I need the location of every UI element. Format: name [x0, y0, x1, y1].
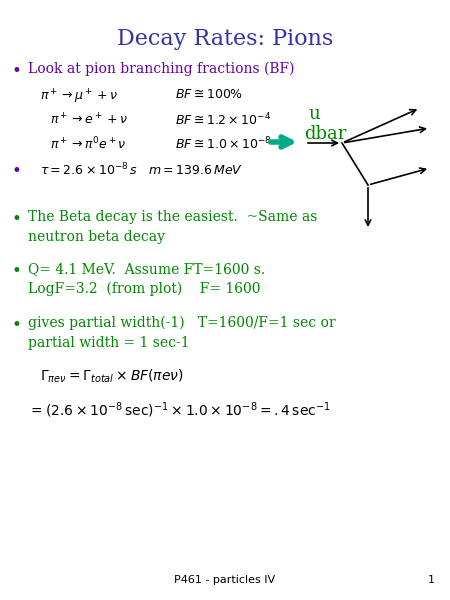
Text: $\Gamma_{\pi e\nu} = \Gamma_{total} \times BF(\pi e\nu)$: $\Gamma_{\pi e\nu} = \Gamma_{total} \tim…: [40, 368, 184, 385]
Text: The Beta decay is the easiest.  ~Same as
neutron beta decay: The Beta decay is the easiest. ~Same as …: [28, 210, 317, 244]
Text: $BF \cong 1.2 \times 10^{-4}$: $BF \cong 1.2 \times 10^{-4}$: [175, 112, 271, 128]
Text: u: u: [308, 105, 320, 123]
Text: $\tau = 2.6 \times 10^{-8}\,s \quad m = 139.6\,MeV$: $\tau = 2.6 \times 10^{-8}\,s \quad m = …: [40, 162, 243, 179]
Text: $= (2.6 \times 10^{-8}\,\mathrm{sec})^{-1} \times 1.0 \times 10^{-8} = .4\,\math: $= (2.6 \times 10^{-8}\,\mathrm{sec})^{-…: [28, 400, 331, 419]
Text: dbar: dbar: [304, 125, 347, 143]
Text: $BF \cong 1.0 \times 10^{-8}$: $BF \cong 1.0 \times 10^{-8}$: [175, 136, 272, 152]
Text: $\pi^+ \rightarrow \mu^+ + \nu$: $\pi^+ \rightarrow \mu^+ + \nu$: [40, 88, 118, 106]
Text: P461 - particles IV: P461 - particles IV: [175, 575, 275, 585]
Text: •: •: [12, 162, 22, 180]
Text: •: •: [12, 316, 22, 334]
Text: gives partial width(-1)   T=1600/F=1 sec or
partial width = 1 sec-1: gives partial width(-1) T=1600/F=1 sec o…: [28, 316, 336, 350]
Text: •: •: [12, 210, 22, 228]
Text: Look at pion branching fractions (BF): Look at pion branching fractions (BF): [28, 62, 294, 76]
Text: Decay Rates: Pions: Decay Rates: Pions: [117, 28, 333, 50]
Text: •: •: [12, 262, 22, 280]
Text: $BF \cong 100\%$: $BF \cong 100\%$: [175, 88, 243, 101]
Text: $\pi^+ \rightarrow e^+ + \nu$: $\pi^+ \rightarrow e^+ + \nu$: [50, 112, 128, 127]
Text: Q= 4.1 MeV.  Assume FT=1600 s.
LogF=3.2  (from plot)    F= 1600: Q= 4.1 MeV. Assume FT=1600 s. LogF=3.2 (…: [28, 262, 265, 296]
Text: •: •: [12, 62, 22, 80]
Text: 1: 1: [428, 575, 435, 585]
Text: $\pi^+ \rightarrow \pi^0 e^+ \nu$: $\pi^+ \rightarrow \pi^0 e^+ \nu$: [50, 136, 126, 152]
